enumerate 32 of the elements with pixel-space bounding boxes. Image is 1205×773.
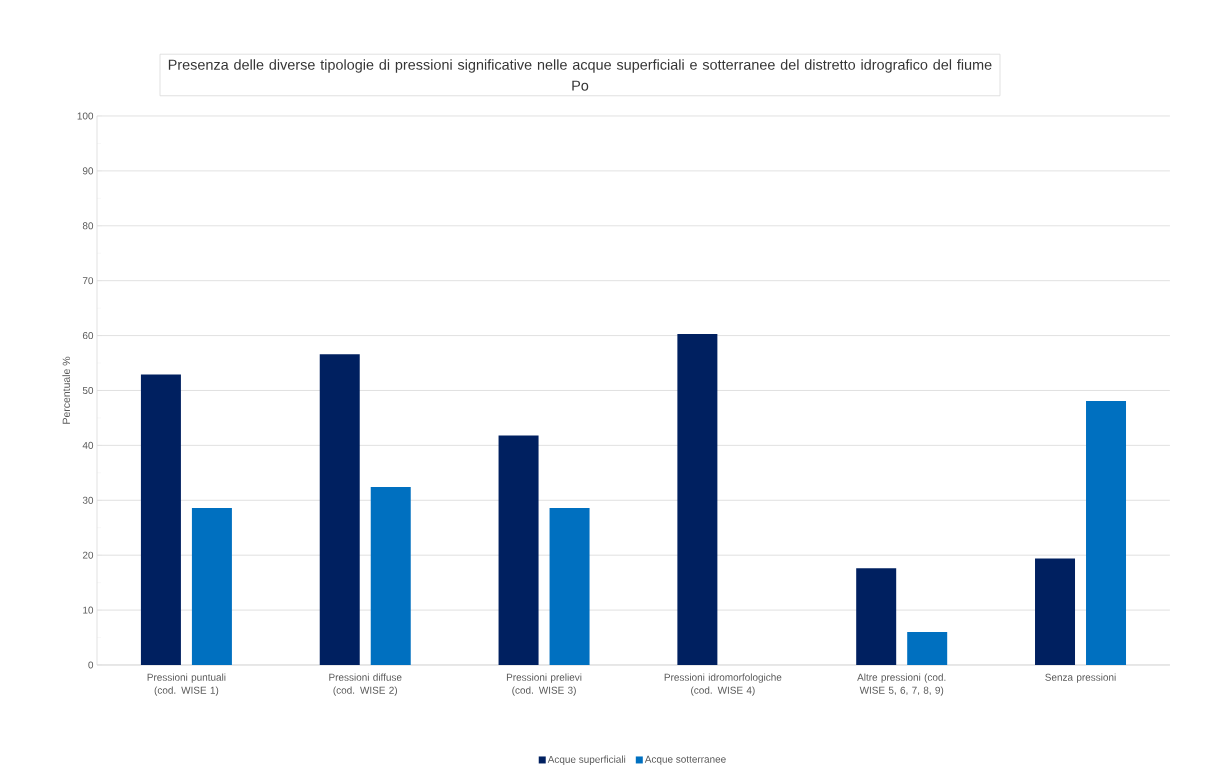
bar: [1035, 558, 1076, 665]
x-tick-label: Pressioni idromorfologiche (cod. WISE 4): [664, 673, 782, 696]
bar: [319, 354, 360, 665]
bar: [370, 487, 411, 665]
x-tick-label: Senza pressioni: [1045, 673, 1116, 683]
y-tick-label: 60: [82, 332, 94, 340]
y-tick-label: 0: [88, 661, 94, 669]
bar: [907, 632, 948, 665]
chart-title: Presenza delle diverse tipologie di pressioni significative nelle acque superficiali e sotterranee del distretto idrografico del fiume Po: [168, 59, 992, 91]
x-tick-label: Pressioni puntuali (cod. WISE 1): [147, 673, 226, 696]
bar: [140, 374, 181, 665]
y-tick-label: 90: [82, 167, 94, 175]
y-tick-label: 40: [82, 441, 94, 449]
bar: [498, 435, 539, 665]
y-tick-label: 80: [82, 222, 94, 230]
y-tick-label: 10: [83, 606, 94, 614]
y-tick-label: 20: [82, 551, 94, 559]
bar: [1086, 400, 1127, 665]
y-tick-label: 70: [82, 277, 94, 285]
y-axis-title: Percentuale %: [62, 356, 71, 424]
bar: [191, 507, 232, 665]
y-tick-label: 50: [82, 386, 94, 395]
y-tick-label: 100: [77, 112, 94, 120]
y-tick-label: 30: [82, 496, 94, 504]
x-tick-label: Pressioni prelievi (cod. WISE 3): [506, 673, 582, 696]
legend-label: Acque superficiali: [547, 755, 626, 765]
x-tick-label: Pressioni diffuse (cod. WISE 2): [329, 673, 402, 696]
bar: [677, 333, 718, 665]
bar: [549, 507, 590, 665]
legend-label: Acque sotterranee: [644, 755, 726, 765]
x-tick-label: Altre pressioni (cod. WISE 5, 6, 7, 8, 9): [857, 673, 946, 696]
bar: [856, 568, 897, 665]
